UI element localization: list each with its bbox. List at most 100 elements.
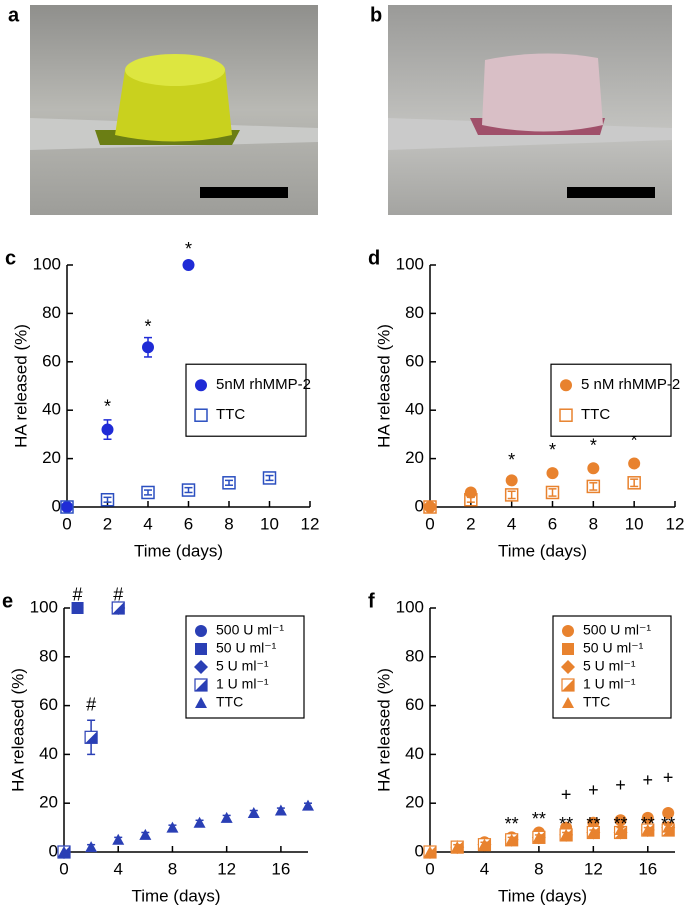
error-bar [265,474,274,482]
marker [424,501,436,513]
error-bar [144,489,152,496]
marker [561,678,575,692]
marker-part [195,679,207,691]
legend-label: 5 nM rhMMP-2 [581,376,680,393]
y-tick-label: 60 [405,351,424,370]
annotation: * [508,450,515,470]
marker [451,841,464,853]
panel-label: e [2,590,13,612]
annotation: ** [641,814,655,834]
annotation: ** [586,814,600,834]
chart: f 0 20 40 60 80 100 0 4 8 12 16 Time (days) HA releas… [368,590,675,905]
legend-label: 1 U ml⁻¹ [583,676,636,692]
marker [464,492,478,507]
x-axis-label: Time (days) [131,886,220,905]
x-tick-label: 12 [301,514,320,533]
annotation: ** [532,809,546,829]
marker [302,799,314,811]
marker-part [112,602,125,614]
error-bar [630,478,639,488]
marker [194,660,208,674]
marker [220,811,233,823]
x-tick-label: 0 [425,514,434,533]
marker [560,828,573,840]
legend-label: 5nM rhMMP-2 [216,376,311,393]
marker [166,821,179,833]
y-axis-label: HA released (%) [11,324,30,448]
marker [141,485,155,500]
marker [142,341,154,354]
error-bar [184,486,193,494]
y-tick-label: 100 [396,597,424,616]
error-bar [103,496,112,503]
marker [662,821,675,833]
annotation: ** [661,814,675,834]
y-tick-label: 80 [39,646,58,665]
marker [61,501,73,513]
legend: 500 U ml⁻¹ 50 U ml⁻¹ 5 U ml⁻¹ 1 U ml⁻¹ TTC [185,615,305,719]
y-tick-label: 100 [30,597,58,616]
annotation: + [643,770,654,790]
annotation: # [113,585,123,605]
x-tick-label: 4 [143,514,152,533]
marker [559,408,573,422]
annotation: ** [505,814,519,834]
photo-a: a [8,4,318,215]
marker [111,601,125,615]
annotation: # [86,694,96,714]
y-tick-label: 0 [415,496,424,515]
x-tick-label: 8 [534,859,543,878]
x-tick-label: 8 [224,514,233,533]
legend-box [185,363,307,437]
x-tick-label: 0 [425,859,434,878]
x-axis-label: Time (days) [134,541,223,560]
y-tick-label: 40 [405,744,424,763]
marker [504,488,519,502]
marker [478,838,491,850]
marker [423,500,437,514]
marker [71,602,84,614]
annotation: + [663,768,674,788]
chart: c 0 20 40 60 80 100 0 2 4 6 8 10 12 Time (days) HA rele… [5,239,319,560]
y-axis-label: HA released (%) [374,668,393,792]
legend-label: 50 U ml⁻¹ [583,640,644,656]
error-bar [466,496,475,503]
marker [195,697,207,708]
y-tick-label: 20 [405,793,424,812]
legend-label: 500 U ml⁻¹ [216,622,284,638]
marker [195,379,207,392]
y-tick-label: 60 [405,695,424,714]
marker [85,841,98,853]
marker [562,643,574,655]
legend-label: 50 U ml⁻¹ [216,640,277,656]
x-tick-label: 12 [666,514,685,533]
marker-part [85,731,98,744]
marker [222,476,236,490]
panel-label: b [370,4,382,26]
marker [101,423,114,436]
marker [662,806,675,819]
y-tick-label: 80 [405,646,424,665]
marker [182,259,195,271]
marker [627,476,641,490]
x-tick-label: 16 [271,859,290,878]
chart: d 0 20 40 60 80 100 0 2 4 6 8 10 12 Time (days) HA rele… [368,247,684,560]
panel-label: f [368,590,375,612]
panel-label: d [368,247,380,269]
error-bar [589,482,598,491]
legend-label: TTC [216,406,245,423]
marker [181,483,196,497]
marker [641,811,654,824]
annotation: * [104,397,111,417]
marker [641,824,654,836]
x-tick-label: 2 [103,514,112,533]
y-tick-label: 40 [39,744,58,763]
marker [614,824,627,836]
y-axis-label: HA released (%) [374,324,393,448]
error-bar [507,490,516,500]
marker [545,485,560,500]
marker [194,408,208,422]
marker [84,730,98,744]
